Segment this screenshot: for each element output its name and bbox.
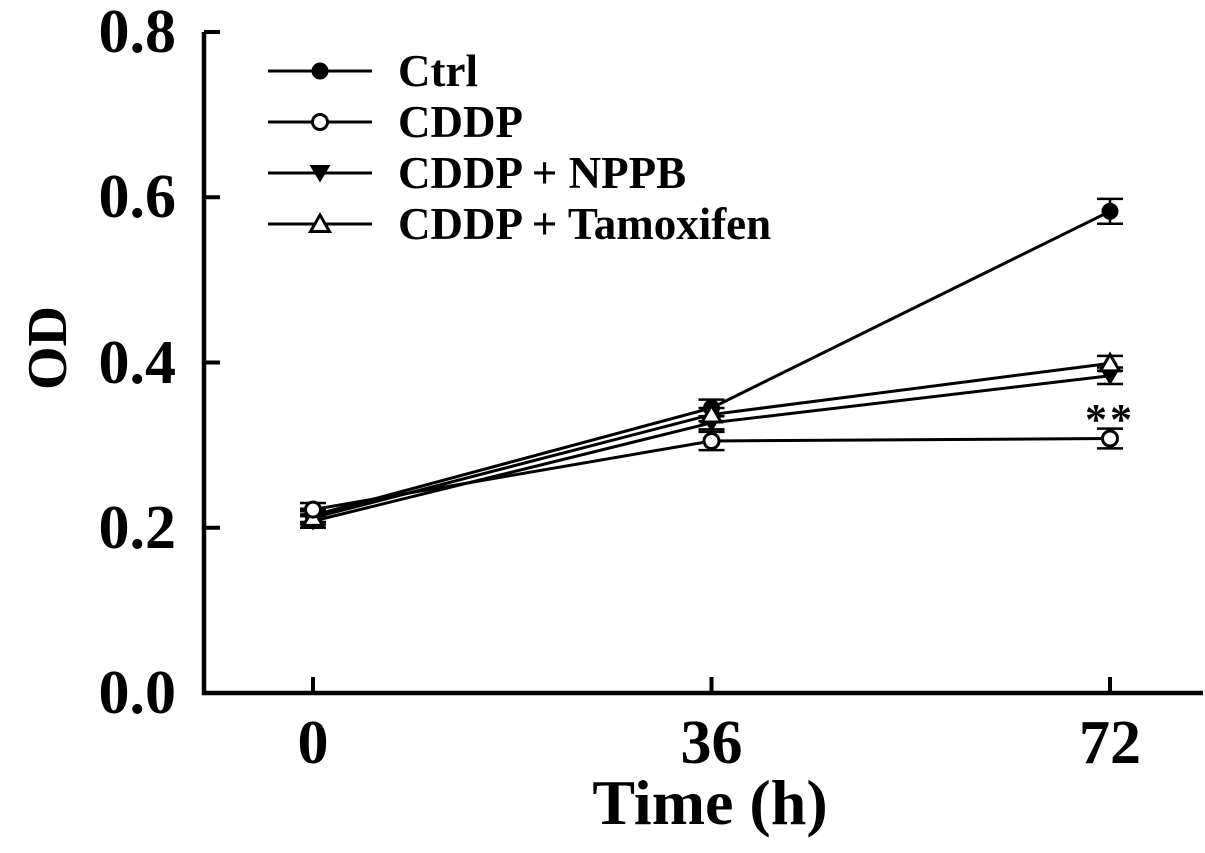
- marker-triangle-down-filled: [309, 164, 331, 182]
- marker-circle-open: [702, 431, 721, 450]
- marker-triangle-up-open: [699, 402, 724, 424]
- legend-label-cddp: CDDP: [398, 96, 523, 147]
- legend-marker-triangle-down-filled-icon: [268, 164, 372, 182]
- y-tick-label: 0.8: [98, 0, 177, 66]
- legend-label-cddp-nppb: CDDP + NPPB: [398, 147, 687, 198]
- y-axis-title: OD: [17, 306, 79, 390]
- marker-circle-open: [311, 112, 329, 131]
- x-axis-title: Time (h): [592, 767, 828, 838]
- legend-marker-triangle-up-open-icon: [268, 211, 372, 233]
- legend-marker-circle-open-icon: [268, 112, 372, 131]
- legend: Ctrl CDDP CDDP + NPPB CDDP + Tamoxifen: [268, 45, 771, 249]
- legend-item-cddp-tamoxifen: CDDP + Tamoxifen: [268, 198, 771, 249]
- marker-circle-open: [1101, 429, 1119, 448]
- y-tick-label: 0.2: [98, 493, 177, 562]
- x-tick-label: 0: [297, 709, 329, 777]
- marker-circle-filled: [1101, 202, 1119, 220]
- marker-triangle-up-open: [307, 211, 333, 233]
- x-tick-label: 72: [1079, 709, 1141, 777]
- legend-marker-circle-filled-icon: [268, 62, 372, 79]
- marker-triangle-up-open: [1097, 351, 1123, 373]
- y-tick-label: 0.6: [98, 163, 177, 232]
- legend-item-cddp: CDDP: [268, 96, 771, 147]
- legend-item-cddp-nppb: CDDP + NPPB: [268, 147, 771, 198]
- legend-label-ctrl: Ctrl: [398, 45, 478, 96]
- series-line-0: [312, 209, 1111, 517]
- significance-annotation: **: [1085, 395, 1135, 445]
- legend-item-ctrl: Ctrl: [268, 45, 771, 96]
- x-tick-label: 36: [680, 709, 743, 777]
- y-tick-label: 0.0: [98, 659, 177, 727]
- legend-label-cddp-tamoxifen: CDDP + Tamoxifen: [398, 198, 772, 249]
- marker-circle-filled: [311, 62, 329, 79]
- y-tick-label: 0.4: [98, 328, 177, 397]
- marker-circle-open: [304, 500, 322, 519]
